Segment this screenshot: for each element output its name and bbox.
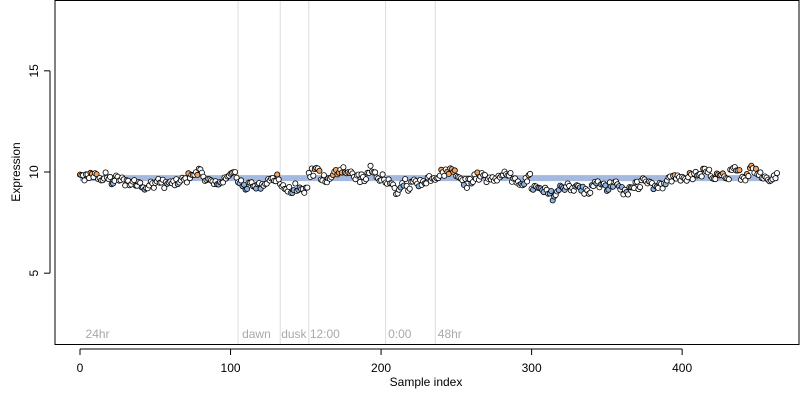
data-point: [423, 180, 430, 187]
data-points: [77, 162, 781, 204]
data-point: [107, 173, 114, 180]
x-tick-label: 400: [672, 361, 692, 375]
x-tick-label: 200: [371, 361, 391, 375]
data-point: [304, 184, 311, 191]
data-point: [81, 177, 88, 184]
y-tick-label: 5: [27, 270, 41, 277]
data-point: [725, 176, 732, 183]
data-point: [402, 176, 409, 183]
data-point: [340, 164, 347, 171]
data-point: [625, 191, 632, 198]
data-point: [362, 176, 369, 183]
data-point: [712, 176, 719, 183]
data-point: [548, 187, 555, 194]
data-point: [320, 172, 327, 179]
phase-label-1: dawn: [242, 327, 271, 341]
data-point: [527, 170, 534, 177]
data-point: [752, 165, 759, 172]
data-point: [183, 179, 190, 186]
data-point: [745, 173, 752, 180]
data-point: [316, 167, 323, 174]
data-point: [161, 184, 168, 191]
data-point: [706, 166, 713, 173]
x-tick-label: 100: [221, 361, 241, 375]
plot-frame: [54, 0, 800, 345]
y-axis-title: Expression: [9, 142, 23, 201]
data-point: [602, 182, 609, 189]
data-point: [286, 183, 293, 190]
data-point: [232, 169, 239, 176]
data-point: [689, 176, 696, 183]
data-point: [379, 171, 386, 178]
x-axis: 0 100 200 300 400: [77, 348, 692, 375]
y-tick-label: 15: [27, 64, 41, 78]
data-point: [367, 162, 374, 169]
x-axis-title: Sample index: [390, 375, 463, 389]
data-point: [507, 169, 514, 176]
x-tick-label: 0: [77, 361, 84, 375]
x-tick-label: 300: [522, 361, 542, 375]
data-point: [698, 173, 705, 180]
data-point: [301, 189, 308, 196]
data-point: [736, 167, 743, 174]
data-point: [244, 185, 251, 192]
data-point: [102, 169, 109, 176]
phase-labels: 24hr dawn dusk 12:00 0:00 48hr: [86, 327, 462, 341]
data-point: [463, 184, 470, 191]
data-point: [637, 184, 644, 191]
y-axis: 5 10 15: [27, 64, 51, 277]
data-point: [451, 167, 458, 174]
data-point: [150, 184, 157, 191]
phase-label-2: dusk: [281, 327, 307, 341]
phase-label-5: 48hr: [438, 327, 462, 341]
data-point: [774, 170, 781, 177]
data-point: [310, 172, 317, 179]
phase-label-3: 12:00: [310, 327, 340, 341]
data-point: [668, 178, 675, 185]
phase-label-0: 24hr: [86, 327, 110, 341]
y-tick-label: 10: [27, 165, 41, 179]
data-point: [238, 177, 245, 184]
data-point: [757, 169, 764, 176]
phase-label-4: 0:00: [388, 327, 412, 341]
data-point: [274, 171, 281, 178]
data-point: [372, 169, 379, 176]
data-point: [292, 180, 299, 187]
data-point: [742, 177, 749, 184]
data-point: [406, 185, 413, 192]
data-point: [481, 171, 488, 178]
data-point: [587, 189, 594, 196]
data-point: [524, 178, 531, 185]
data-point: [772, 175, 779, 182]
